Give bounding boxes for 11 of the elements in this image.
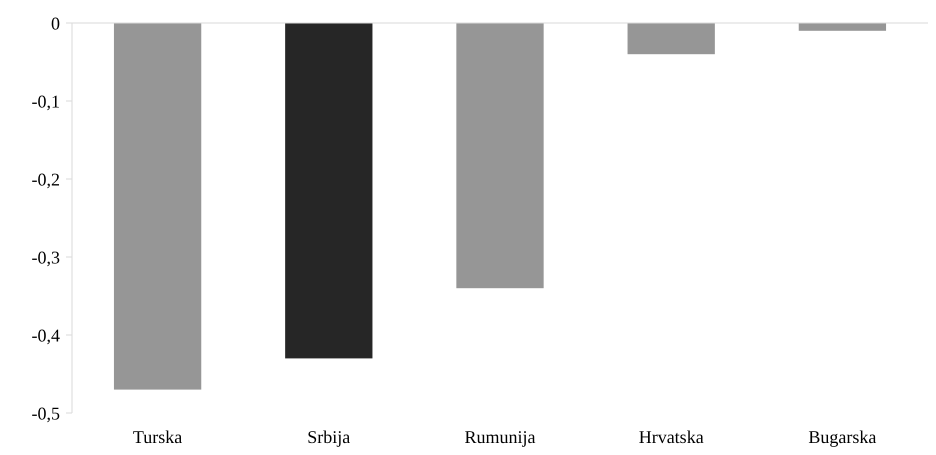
y-tick-label: -0,4 (32, 325, 60, 346)
y-tick-label: -0,5 (32, 403, 60, 424)
y-tick-label: -0,1 (32, 91, 60, 112)
y-tick-label: -0,2 (32, 169, 60, 190)
y-tick-label: -0,3 (32, 247, 60, 268)
x-tick-label: Bugarska (808, 427, 876, 447)
x-tick-label: Hrvatska (638, 427, 704, 447)
y-tick-label: 0 (51, 13, 60, 34)
x-tick-label: Srbija (307, 427, 350, 447)
x-tick-label: Turska (132, 427, 182, 447)
x-tick-label: Rumunija (464, 427, 536, 447)
